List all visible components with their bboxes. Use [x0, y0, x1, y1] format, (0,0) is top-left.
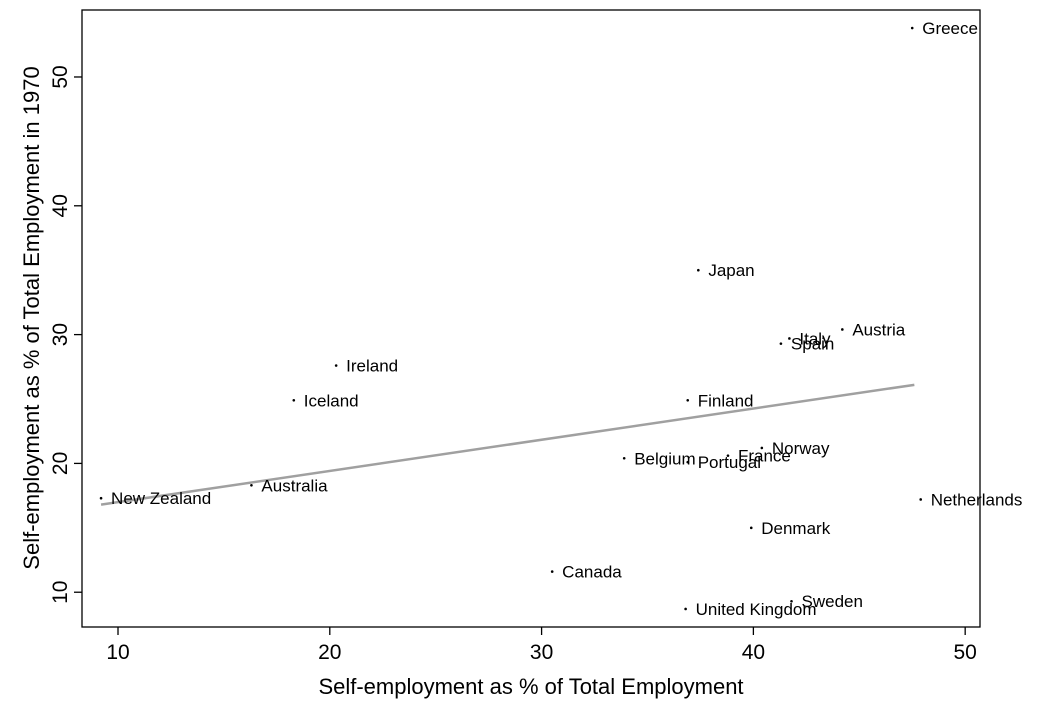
- data-point: [622, 456, 626, 460]
- fit-line: [100, 383, 915, 506]
- y-tick-label: 20: [49, 452, 72, 475]
- data-point: [841, 328, 844, 331]
- y-tick-label: 30: [49, 323, 72, 346]
- data-point: [749, 526, 753, 530]
- point-label: Norway: [772, 439, 830, 458]
- y-axis-title: Self-employment as % of Total Employment…: [19, 66, 44, 569]
- point-label: Portugal: [698, 453, 761, 472]
- point-label: Australia: [261, 476, 328, 495]
- x-tick-label: 50: [953, 641, 976, 664]
- data-point: [334, 364, 338, 367]
- data-point: [250, 484, 253, 487]
- data-point: [788, 337, 791, 340]
- data-point: [726, 454, 730, 457]
- data-point: [292, 398, 296, 402]
- data-point: [686, 460, 690, 464]
- point-label: Belgium: [634, 449, 695, 468]
- y-axis-ticks: 10 20 30 40 50: [49, 65, 82, 604]
- point-label: New Zealand: [111, 489, 211, 508]
- point-label: Italy: [799, 329, 831, 348]
- point-label: Japan: [708, 261, 754, 280]
- point-label: Netherlands: [931, 490, 1023, 509]
- point-label: Sweden: [802, 592, 863, 611]
- data-point: [697, 268, 700, 272]
- data-point: [910, 26, 914, 30]
- point-label: Spain: [791, 335, 834, 354]
- point-label: Denmark: [761, 519, 830, 538]
- data-point: [779, 342, 783, 345]
- data-point: [790, 599, 793, 603]
- point-label: France: [738, 447, 791, 466]
- x-axis-ticks: 10 20 30 40 50: [106, 627, 977, 664]
- point-label: Canada: [562, 563, 622, 582]
- x-tick-label: 10: [106, 641, 129, 664]
- data-point: [686, 398, 690, 402]
- point-label: Greece: [922, 19, 978, 38]
- point-label: Ireland: [346, 357, 398, 376]
- point-label: Iceland: [304, 391, 359, 410]
- y-tick-label: 40: [49, 194, 72, 217]
- y-tick-label: 50: [49, 65, 72, 88]
- data-point: [99, 496, 103, 500]
- point-label: United Kingdom: [696, 600, 817, 619]
- data-point: [760, 446, 764, 450]
- data-point: [550, 570, 554, 573]
- x-axis-title: Self-employment as % of Total Employment: [318, 674, 743, 699]
- data-point: [919, 498, 922, 501]
- x-tick-label: 30: [530, 641, 553, 664]
- plot-frame: [81, 9, 981, 628]
- x-tick-label: 20: [318, 641, 341, 664]
- data-point: [684, 607, 687, 611]
- point-label: Finland: [698, 391, 754, 410]
- point-label: Austria: [852, 320, 905, 339]
- x-tick-label: 40: [742, 641, 765, 664]
- y-tick-label: 10: [49, 581, 72, 604]
